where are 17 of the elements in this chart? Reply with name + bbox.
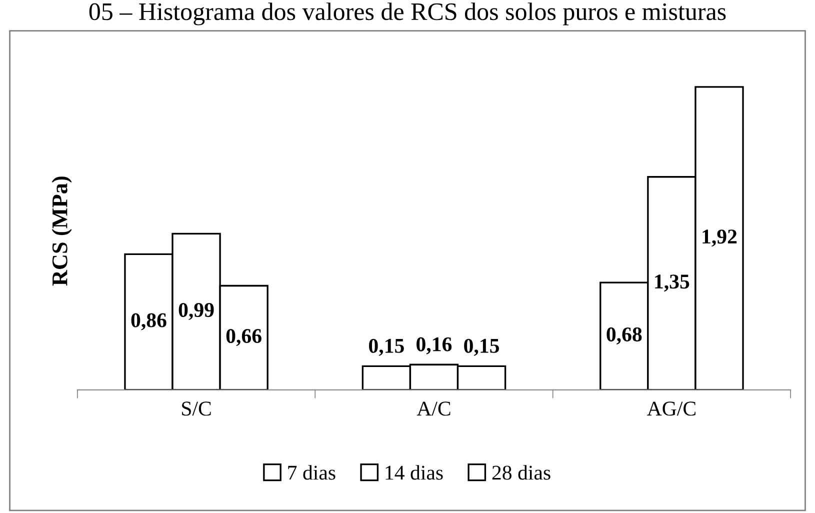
data-label: 0,15 <box>369 338 404 356</box>
data-label: 0,68 <box>606 327 642 344</box>
legend-label: 7 dias <box>288 465 336 480</box>
x-tick-label: A/C <box>416 402 450 416</box>
x-tick-label: AG/C <box>647 402 696 416</box>
data-label: 0,16 <box>416 337 452 354</box>
data-label: 0,99 <box>178 302 214 320</box>
y-axis-title: RCS (MPa) <box>52 176 72 286</box>
data-label: 0,86 <box>131 313 166 330</box>
legend-label: 14 dias <box>386 465 443 480</box>
data-label: 0,15 <box>464 338 499 356</box>
data-label: 1,92 <box>702 230 737 247</box>
chart-title: 05 – Histograma dos valores de RCS dos solos puros e misturas <box>89 2 726 26</box>
x-tick-label: S/C <box>182 402 211 416</box>
legend-label: 28 dias <box>492 465 550 480</box>
data-label: 1,35 <box>655 274 690 292</box>
data-label: 0,66 <box>226 328 262 346</box>
